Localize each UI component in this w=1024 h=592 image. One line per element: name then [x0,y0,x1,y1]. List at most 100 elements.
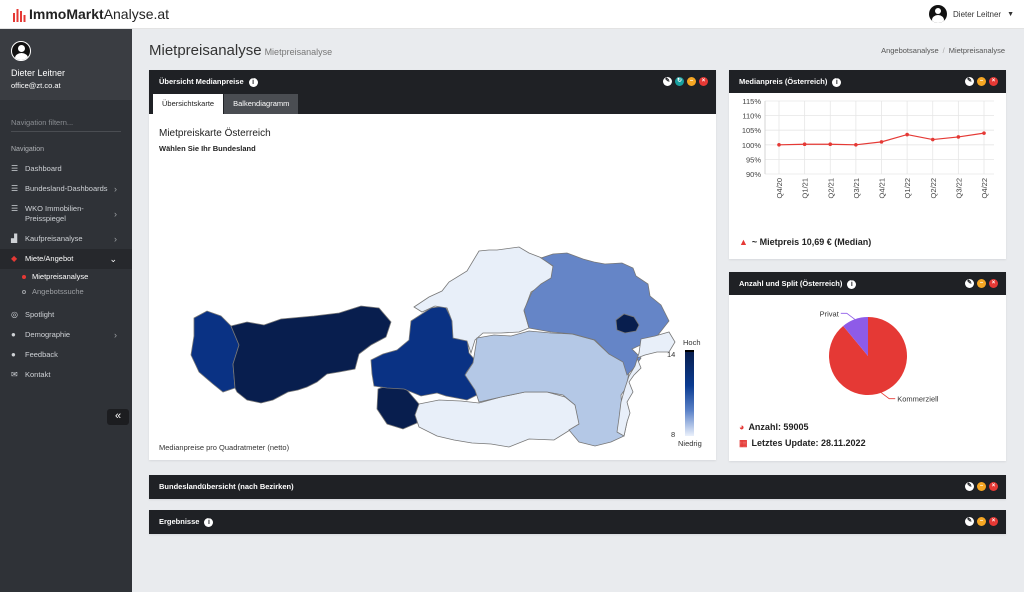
panel-title: Medianpreis (Österreich) [739,77,828,86]
y-tick-label: 105% [742,126,762,135]
panel-header: Medianpreis (Österreich) i ✎ – × [729,70,1006,93]
sidebar-item-kontakt[interactable]: ✉ Kontakt [0,365,132,385]
edit-icon[interactable]: ✎ [965,279,974,288]
minimize-icon[interactable]: – [977,482,986,491]
minimize-icon[interactable]: – [687,77,696,86]
chevron-right-icon: › [114,184,117,194]
sidebar-subitem-angebotssuche[interactable]: Angebotssuche [0,284,132,299]
y-tick-label: 95% [746,155,761,164]
profile-email: office@zt.co.at [11,81,61,90]
sidebar: Dieter Leitner office@zt.co.at Navigatio… [0,29,132,592]
close-icon[interactable]: × [989,279,998,288]
sidebar-item-label: Demographie [25,330,71,339]
breadcrumb-item-mietpreisanalyse: Mietpreisanalyse [948,46,1005,55]
chevron-right-icon: › [114,234,117,244]
sidebar-item-bundesland[interactable]: ☰ Bundesland-Dashboards › [0,179,132,199]
calendar-icon: ▦ [739,438,748,448]
close-icon[interactable]: × [699,77,708,86]
update-stat: ▦ Letztes Update: 28.11.2022 [739,438,866,449]
bundesland-panel: Bundeslandübersicht (nach Bezirken) ✎ – … [149,475,1006,499]
sidebar-item-demographie[interactable]: ● Demographie › [0,325,132,345]
sidebar-profile: Dieter Leitner office@zt.co.at [0,29,132,100]
minimize-icon[interactable]: – [977,77,986,86]
sidebar-item-miete[interactable]: ◆ Miete/Angebot ⌄ [0,249,132,269]
y-tick-label: 90% [746,170,761,179]
main-content: Mietpreisanalyse Mietpreisanalyse Angebot… [132,29,1024,592]
logo-icon [13,9,26,22]
sidebar-item-dashboard[interactable]: ☰ Dashboard [0,159,132,179]
median-panel: Medianpreis (Österreich) i ✎ – × 90% 95% 10… [729,70,1006,259]
region-tirol[interactable] [230,305,392,404]
info-icon[interactable]: i [248,77,258,87]
x-tick-label: Q1/22 [903,178,912,198]
edit-icon[interactable]: ✎ [965,517,974,526]
region-vorarlberg[interactable] [190,310,240,393]
x-tick-label: Q2/21 [826,178,835,198]
user-menu[interactable]: Dieter Leitner ▼ [929,5,1014,23]
close-icon[interactable]: × [989,517,998,526]
bullet-icon [22,275,26,279]
panel-tools: ✎ – × [965,517,998,526]
info-icon[interactable]: i [847,279,857,289]
edit-icon[interactable]: ✎ [965,482,974,491]
legend-low-label: Niedrig [678,439,702,448]
sidebar-collapse-button[interactable]: « [107,409,129,425]
spotlight-icon: ◎ [11,310,18,319]
region-burgenland[interactable] [616,331,676,437]
minimize-icon[interactable]: – [977,517,986,526]
sidebar-item-feedback[interactable]: ● Feedback [0,345,132,365]
sidebar-item-label: Miete/Angebot [25,254,74,263]
results-panel: Ergebnisse i ✎ – × [149,510,1006,534]
list-icon: ☰ [11,204,19,213]
panel-header: Anzahl und Split (Österreich) i ✎ – × [729,272,1006,295]
panel-header: Ergebnisse i ✎ – × [149,510,1006,534]
pie-slice [843,317,868,356]
info-icon[interactable]: i [832,77,842,87]
data-point [930,137,935,142]
breadcrumb-item-angebotsanalyse[interactable]: Angebotsanalyse [881,46,939,55]
sidebar-item-label: WKO Immobilien-Preisspiegel [25,204,84,223]
sidebar-subitem-label: Angebotssuche [32,287,84,296]
x-tick-label: Q3/21 [852,178,861,198]
tab-uebersichtskarte[interactable]: Übersichtskarte [153,94,224,114]
comment-icon: ● [11,350,16,359]
edit-icon[interactable]: ✎ [663,77,672,86]
brand-light: Analyse.at [103,6,170,22]
refresh-icon[interactable]: ↻ [675,77,684,86]
sidebar-item-label: Spotlight [25,310,55,319]
nav-filter-input[interactable]: Navigation filtern... [11,116,121,132]
region-wien[interactable] [615,313,640,334]
panel-title: Anzahl und Split (Österreich) [739,279,843,288]
close-icon[interactable]: × [989,482,998,491]
panel-tools: ✎ – × [965,279,998,288]
sidebar-item-label: Bundesland-Dashboards [25,184,108,193]
app-logo[interactable]: ImmoMarktAnalyse.at [12,6,169,22]
edit-icon[interactable]: ✎ [965,77,974,86]
list-icon: ☰ [11,184,19,193]
tab-balkendiagramm[interactable]: Balkendiagramm [224,94,299,114]
sidebar-subitem-label: Mietpreisanalyse [32,272,89,281]
users-icon: ● [11,330,16,339]
legend-high-label: Hoch [683,338,701,347]
panel-tools: ✎ – × [965,77,998,86]
page-subtitle: Mietpreisanalyse [264,47,333,57]
x-tick-label: Q3/22 [954,178,963,198]
panel-title: Ergebnisse [159,517,200,526]
update-text: Letztes Update: 28.11.2022 [751,438,866,448]
minimize-icon[interactable]: – [977,279,986,288]
sidebar-item-kaufpreis[interactable]: ▟ Kaufpreisanalyse › [0,229,132,249]
sidebar-item-label: Feedback [25,350,58,359]
sidebar-item-spotlight[interactable]: ◎ Spotlight [0,305,132,325]
overview-panel: Übersicht Medianpreise i ✎ ↻ – × Übersich… [149,70,716,460]
sidebar-subitem-mietpreisanalyse[interactable]: Mietpreisanalyse [0,269,132,284]
panel-tools: ✎ ↻ – × [663,77,708,86]
profile-name: Dieter Leitner [11,68,66,78]
sidebar-item-label: Kaufpreisanalyse [25,234,83,243]
region-kaernten[interactable] [414,391,582,448]
info-icon[interactable]: i [204,517,214,527]
panel-tools: ✎ – × [965,482,998,491]
region-niederoesterreich[interactable] [523,252,670,376]
avatar [11,41,31,61]
sidebar-item-wko[interactable]: ☰ WKO Immobilien-Preisspiegel › [0,199,132,229]
close-icon[interactable]: × [989,77,998,86]
